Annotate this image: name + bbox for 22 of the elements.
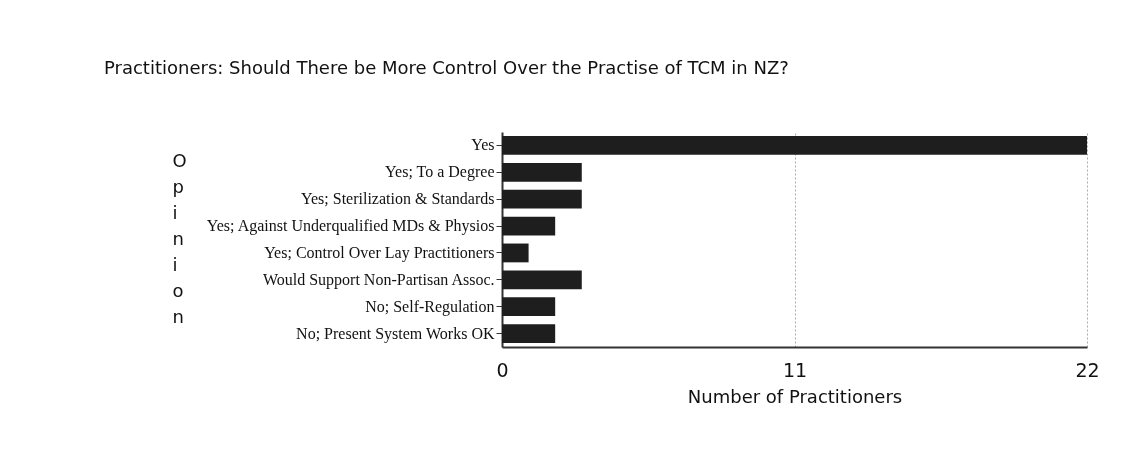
chart-title: Practitioners: Should There be More Control Over the Practise of TCM in NZ? — [104, 57, 789, 78]
y-tick-label: Yes; To a Degree — [385, 163, 495, 182]
bar — [502, 243, 529, 263]
bar — [502, 162, 582, 182]
bar — [502, 270, 582, 290]
bar — [502, 189, 582, 209]
x-tick-label: 22 — [1075, 358, 1100, 381]
y-axis-title: Opinion — [172, 149, 187, 327]
y-tick-label: Yes; Against Underqualified MDs & Physios — [206, 217, 495, 236]
x-axis-title: Number of Practitioners — [687, 385, 903, 407]
bar — [502, 324, 556, 343]
y-tick-label: Yes; Control Over Lay Practitioners — [264, 243, 495, 262]
y-tick-label: No; Present System Works OK — [296, 324, 495, 343]
y-tick-label: Yes; Sterilization & Standards — [301, 190, 495, 208]
bar — [502, 297, 556, 317]
y-tick-label: No; Self-Regulation — [365, 297, 495, 316]
bar — [502, 136, 1087, 155]
x-tick-label: 0 — [496, 358, 509, 381]
y-tick-label: Would Support Non-Partisan Assoc. — [262, 270, 495, 289]
bar — [502, 216, 556, 236]
x-tick-label: 11 — [782, 358, 808, 381]
y-tick-label: Yes — [471, 136, 495, 154]
